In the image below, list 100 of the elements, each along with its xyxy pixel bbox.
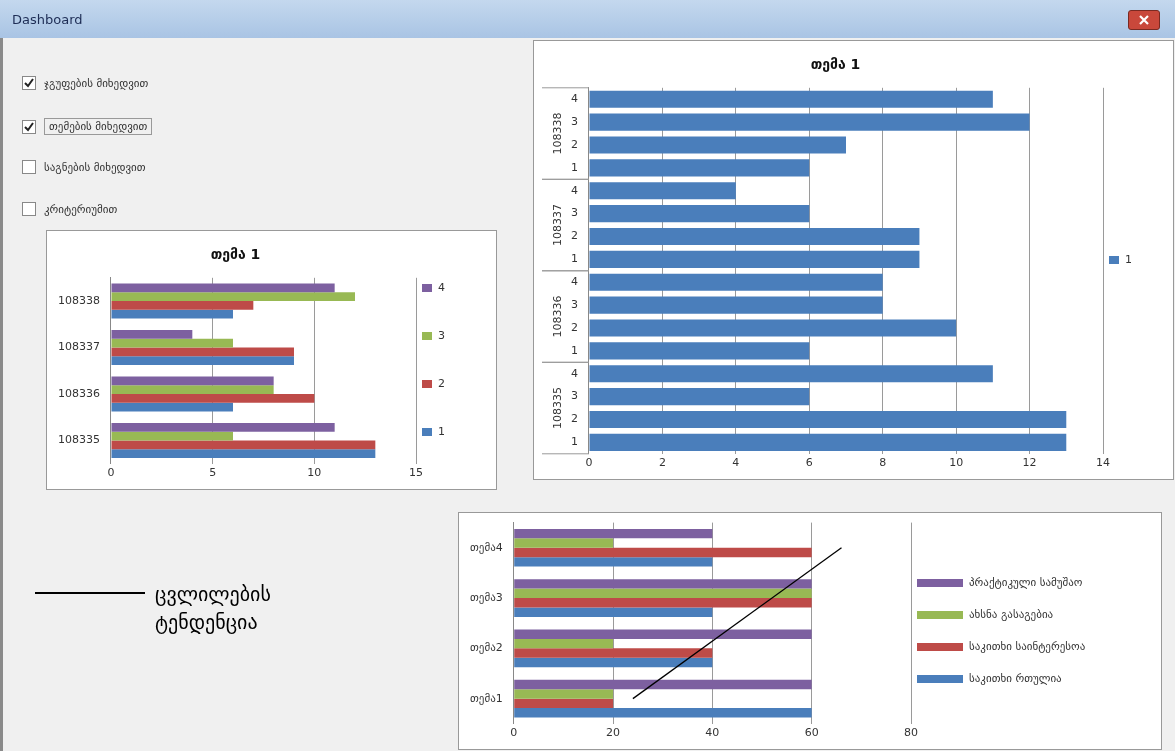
y-tick-label: 2	[571, 229, 578, 243]
bar	[111, 402, 233, 412]
text: კრიტერიუმით	[44, 202, 118, 216]
bar	[111, 309, 233, 319]
bar	[514, 657, 713, 668]
text: ცვლილების ტენდენცია	[155, 581, 272, 636]
x-tick-label: 80	[904, 726, 918, 740]
y-tick-label: 2	[571, 137, 578, 151]
bar	[589, 296, 883, 314]
bar	[111, 292, 355, 302]
bar	[514, 598, 812, 608]
bar	[111, 376, 274, 386]
legend-label: 1	[438, 424, 445, 440]
bar	[589, 319, 957, 337]
bar	[589, 250, 920, 268]
bar	[111, 449, 376, 458]
x-tick-label: 10	[949, 456, 964, 470]
y-tick-label: 4	[571, 275, 578, 289]
y-tick-label: თემა1	[469, 691, 503, 705]
x-tick-label: 10	[307, 466, 322, 480]
y-tick-label: თემა3	[469, 590, 503, 604]
bar	[589, 136, 846, 154]
bar	[589, 342, 810, 360]
x-tick-label: 4	[732, 456, 740, 470]
bar	[589, 365, 993, 383]
bar	[111, 330, 193, 339]
bar	[111, 394, 315, 403]
y-tick-label: 108338	[57, 293, 100, 307]
bar	[589, 410, 1067, 429]
y-tick-label: 3	[571, 114, 578, 128]
bar	[514, 579, 812, 589]
y-tick-label: 3	[571, 206, 578, 220]
y-tick-label: 4	[571, 183, 578, 197]
bar	[589, 273, 883, 291]
bar	[514, 557, 713, 567]
y-tick-label: 108335	[57, 433, 100, 447]
bar	[111, 431, 233, 441]
chart-title: თემა 1	[810, 56, 861, 73]
bar	[111, 423, 335, 432]
legend-label: 2	[438, 376, 445, 392]
x-tick-label: 0	[585, 456, 593, 470]
bar	[514, 547, 812, 558]
x-tick-label: 15	[409, 466, 423, 480]
y-tick-label: 3	[571, 389, 578, 403]
bar	[589, 205, 810, 223]
bar	[111, 283, 335, 293]
y-tick-label: 2	[571, 320, 578, 334]
x-tick-label: 60	[804, 726, 819, 740]
bar	[111, 385, 274, 395]
bar	[514, 538, 614, 548]
bar	[589, 433, 1067, 451]
bar	[514, 588, 812, 599]
x-tick-label: 14	[1096, 456, 1110, 470]
y-tick-label: თემა4	[469, 540, 503, 554]
bar	[514, 689, 614, 699]
x-tick-label: 5	[209, 466, 217, 480]
x-tick-label: 6	[805, 456, 813, 470]
x-tick-label: 0	[510, 726, 518, 740]
legend-label: 3	[438, 328, 445, 344]
y-tick-label: 1	[571, 160, 578, 174]
bar	[514, 698, 614, 709]
bar	[589, 90, 993, 108]
legend-label: ახსნა გასაგებია	[969, 607, 1054, 623]
bar	[514, 679, 812, 690]
bar	[514, 638, 614, 649]
text: საგნების მიხედვით	[44, 160, 146, 174]
legend-label: პრაქტიკული სამუშაო	[969, 575, 1083, 591]
y-tick-label: 4	[571, 92, 578, 106]
y-tick-label: 4	[571, 366, 578, 380]
bar	[514, 528, 713, 539]
bar	[111, 440, 376, 450]
x-tick-label: 40	[705, 726, 720, 740]
bar	[514, 708, 812, 718]
legend-label: 1	[1125, 252, 1132, 268]
legend-label: 4	[438, 280, 445, 296]
bar	[111, 338, 233, 348]
y-tick-label: 108337	[57, 340, 100, 354]
bar	[111, 356, 294, 365]
bar	[589, 227, 920, 246]
y-tick-label: 3	[571, 297, 578, 311]
y-tick-label: 2	[571, 412, 578, 426]
bar	[514, 648, 713, 658]
bar	[589, 159, 810, 177]
x-tick-label: 0	[107, 466, 115, 480]
legend-label: საკითხი რთულია	[969, 671, 1062, 687]
text: თემების მიხედვით	[44, 118, 153, 135]
x-tick-label: 2	[658, 456, 666, 470]
y-tick-label: 1	[571, 435, 578, 449]
legend-label: საკითხი საინტერესოა	[969, 639, 1086, 655]
x-tick-label: 20	[606, 726, 621, 740]
text: Dashboard	[12, 12, 83, 27]
bar	[514, 629, 812, 639]
bar	[589, 388, 810, 406]
y-tick-label: 108336	[57, 386, 100, 400]
y-tick-label: 1	[571, 252, 578, 266]
bar	[514, 607, 713, 617]
bar	[589, 182, 736, 200]
bar	[111, 301, 254, 310]
y-tick-label: 1	[571, 343, 578, 357]
text: ჯგუფების მიხედვით	[44, 76, 149, 90]
